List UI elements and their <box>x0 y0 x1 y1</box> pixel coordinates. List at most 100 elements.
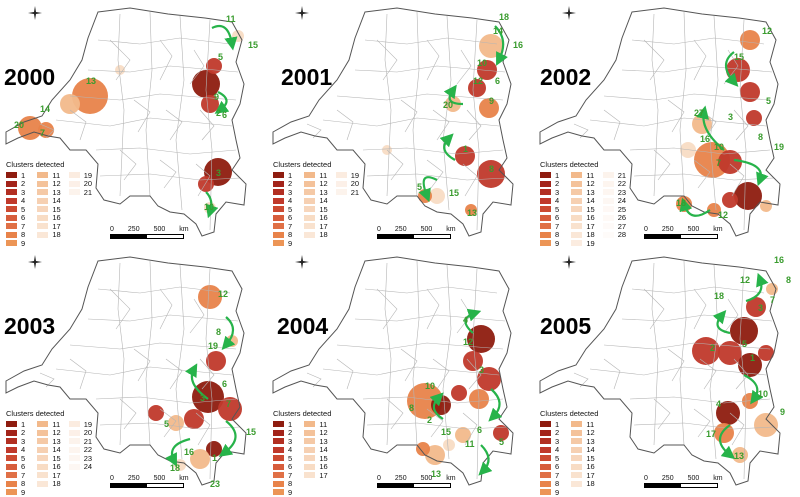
legend-swatch <box>304 429 316 436</box>
map-panel-2003: 12 8 19 6 3 7 5 15 16 18 1 23 2003 Clusters detected 1… <box>0 249 266 497</box>
cluster-region <box>184 409 204 429</box>
legend-swatch <box>571 231 583 238</box>
district-boundary <box>733 358 749 390</box>
scale-label: 500 <box>420 475 433 482</box>
legend-label: 16 <box>586 462 595 472</box>
country-outline <box>272 256 514 486</box>
legend-label: 6 <box>288 462 293 472</box>
flow-arrow <box>165 437 191 467</box>
district-boundary <box>165 358 183 390</box>
cluster-region <box>479 98 499 118</box>
legend-swatch <box>273 438 284 445</box>
legend-item: 2 <box>540 179 563 188</box>
legend-label: 14 <box>52 445 61 455</box>
cluster-label: 6 <box>477 425 482 435</box>
legend-label: 12 <box>319 179 328 189</box>
legend-title: Clusters detected <box>540 409 599 418</box>
district-boundary <box>603 93 771 101</box>
legend-label: 28 <box>617 230 627 240</box>
legend-item: 7 <box>273 471 296 480</box>
map-panel-2005: 16 12 8 18 3 7 2 5 1 10 4 9 17 13 2005 Clusters detecte… <box>534 249 800 497</box>
legend-label: 24 <box>617 196 627 206</box>
legend-item: 13 <box>304 437 328 446</box>
legend-swatch <box>304 180 316 187</box>
district-boundary <box>133 99 151 133</box>
legend-swatch <box>571 197 583 204</box>
cluster-region <box>443 439 455 451</box>
district-boundary <box>631 286 765 294</box>
cluster-label: 12 <box>218 289 228 299</box>
cluster-label: 3 <box>758 303 763 313</box>
flow-arrow <box>205 191 219 219</box>
district-boundary <box>589 366 767 376</box>
legend-label: 7 <box>555 470 560 480</box>
legend-title: Clusters detected <box>273 409 332 418</box>
district-boundary <box>603 342 771 350</box>
legend-item: 27 <box>602 222 626 231</box>
cluster-region <box>198 176 214 192</box>
legend: Clusters detected12345678910111213141516… <box>540 409 598 497</box>
map-panel-2002: 12 15 5 27 3 16 10 8 19 7 18 12 2002 Clusters detecte… <box>534 0 800 248</box>
district-boundary <box>723 298 739 334</box>
cluster-label: 18 <box>170 463 180 473</box>
cluster-region <box>692 337 720 365</box>
scale-bar: 0 250 500 km <box>110 475 189 488</box>
legend-swatch <box>68 455 80 462</box>
legend-item: 24 <box>68 462 92 471</box>
cluster-region <box>60 94 80 114</box>
legend-label: 20 <box>83 428 93 438</box>
cluster-label: 8 <box>216 327 221 337</box>
legend-label: 11 <box>52 170 61 180</box>
cluster-label: 18 <box>676 198 686 208</box>
legend-swatch <box>571 429 583 436</box>
scale-label: 500 <box>687 226 700 233</box>
legend-item: 1 <box>273 420 296 429</box>
legend-item: 18 <box>37 479 61 488</box>
district-boundary <box>462 163 478 197</box>
cluster-label: 4 <box>716 399 721 409</box>
legend-label: 15 <box>586 453 595 463</box>
flow-arrow <box>478 444 493 476</box>
legend-item: 12 <box>37 179 61 188</box>
cluster-label: 7 <box>226 399 231 409</box>
legend-label: 12 <box>586 179 595 189</box>
legend-swatch <box>571 214 583 221</box>
legend-swatch <box>37 223 49 230</box>
district-boundary <box>621 65 773 73</box>
legend-item: 15 <box>571 205 595 214</box>
district-boundary <box>199 109 215 141</box>
flow-arrow <box>696 105 725 151</box>
district-boundary <box>322 366 500 376</box>
legend-swatch <box>273 472 284 479</box>
scale-label: 0 <box>110 475 114 482</box>
legend-swatch <box>273 480 284 487</box>
legend-swatch <box>602 231 614 238</box>
legend-swatch <box>571 240 583 247</box>
legend-label: 8 <box>21 479 26 489</box>
legend-swatch <box>335 180 347 187</box>
legend-label: 2 <box>288 179 293 189</box>
legend-swatch <box>6 223 17 230</box>
legend: Clusters detected12345678910111213141516… <box>273 409 331 497</box>
cluster-region <box>72 78 108 114</box>
legend-item: 18 <box>37 230 61 239</box>
cluster-label: 14 <box>493 26 503 36</box>
district-boundary <box>643 39 665 81</box>
district-boundary <box>384 262 392 446</box>
cluster-region <box>477 367 501 391</box>
cluster-region <box>190 449 210 469</box>
legend-swatch <box>6 189 17 196</box>
legend-label: 18 <box>586 479 595 489</box>
legend-label: 17 <box>52 470 61 480</box>
legend-item: 4 <box>273 196 296 205</box>
legend: Clusters detected12345678910111213141516… <box>273 160 359 248</box>
legend-item: 15 <box>37 204 61 214</box>
cluster-label: 12 <box>718 210 728 220</box>
legend-item: 10 <box>6 247 29 248</box>
legend-label: 15 <box>52 204 61 214</box>
legend-label: 14 <box>52 196 61 206</box>
legend-swatch <box>571 180 583 187</box>
district-boundary <box>693 288 707 330</box>
legend-item: 6 <box>273 462 296 472</box>
